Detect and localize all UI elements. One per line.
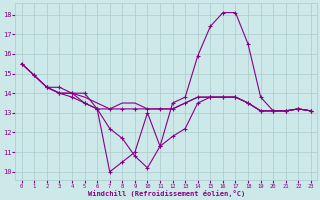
X-axis label: Windchill (Refroidissement éolien,°C): Windchill (Refroidissement éolien,°C) <box>88 190 245 197</box>
